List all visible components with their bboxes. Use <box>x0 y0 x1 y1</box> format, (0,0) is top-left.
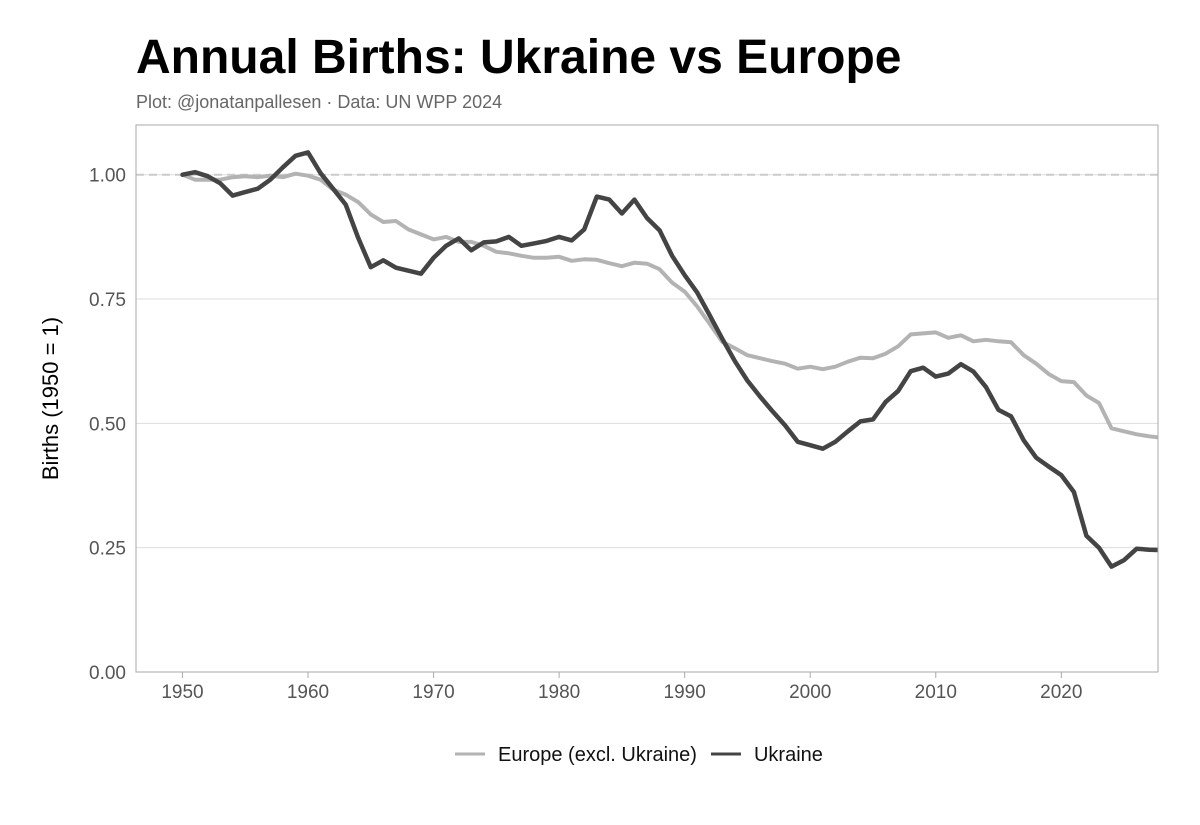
plot-frame <box>135 124 1159 673</box>
x-tick-label: 2010 <box>915 682 957 703</box>
y-axis-label: Births (1950 = 1) <box>38 317 63 480</box>
y-axis-ticks: 0.00 0.25 0.50 0.75 1.00 <box>89 166 126 684</box>
series-line-europe-excl-ukraine <box>180 171 1158 440</box>
chart-title: Annual Births: Ukraine vs Europe <box>136 31 902 84</box>
series-layer <box>180 150 1158 569</box>
legend-label: Europe (excl. Ukraine) <box>498 744 697 766</box>
legend: Europe (excl. Ukraine) Ukraine <box>455 744 823 766</box>
y-tick-label: 1.00 <box>89 166 126 187</box>
y-tick-label: 0.25 <box>89 539 126 560</box>
legend-label: Ukraine <box>754 744 823 766</box>
y-tick-label: 0.00 <box>89 663 126 684</box>
series-line-ukraine <box>180 150 1158 569</box>
gridlines <box>136 174 1158 673</box>
x-tick-label: 2000 <box>789 682 831 703</box>
x-tick-label: 2020 <box>1040 682 1082 703</box>
y-tick-label: 0.75 <box>89 290 126 311</box>
x-tick-label: 1970 <box>412 682 454 703</box>
x-tick-label: 1990 <box>664 682 706 703</box>
x-axis-ticks: 1950 1960 1970 1980 1990 2000 2010 2020 <box>161 672 1082 703</box>
y-tick-label: 0.50 <box>89 414 126 435</box>
x-tick-label: 1950 <box>161 682 203 703</box>
chart-subtitle: Plot: @jonatanpallesen · Data: UN WPP 20… <box>136 92 503 112</box>
x-tick-label: 1960 <box>287 682 329 703</box>
x-tick-label: 1980 <box>538 682 580 703</box>
